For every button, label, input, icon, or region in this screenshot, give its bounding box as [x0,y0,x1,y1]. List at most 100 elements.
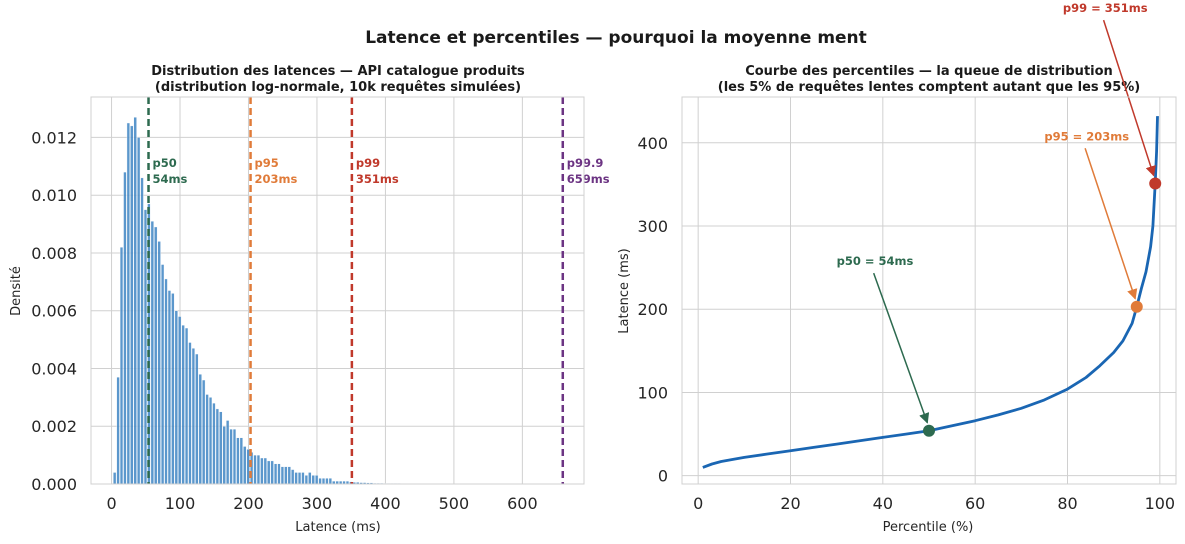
histogram-bar [143,209,148,485]
x-tick-label: 80 [1057,494,1077,513]
histogram-bar [167,290,172,485]
histogram-y-label: Densité [9,266,24,316]
histogram-bar [321,478,326,485]
histogram-bar [270,460,274,485]
histogram-bar [191,348,196,485]
histogram-bar [133,117,137,485]
percentile-value-p99: 351ms [356,172,399,186]
histogram-x-label: Latence (ms) [295,520,380,535]
y-tick-label: 0.004 [31,359,77,378]
marker-arrow [1084,148,1138,300]
histogram-title-line1: Distribution des latences — API catalogu… [151,64,525,79]
histogram-bar [260,457,264,485]
histogram-x-ticks: 0 100 200 300 400 500 600 [106,494,537,513]
histogram-bar [212,402,216,485]
y-tick-label: 0.010 [31,186,77,205]
histogram-bar [229,428,233,485]
percentile-label-p95: p95 [255,156,279,170]
x-tick-label: 500 [439,494,470,513]
histogram-bar [181,324,185,485]
histogram-bar [222,426,226,485]
histogram-bar [215,408,219,485]
histogram-bar [178,316,182,485]
histogram-bar [263,457,267,485]
histogram-bar [160,264,165,485]
histogram-bar [256,454,261,485]
histogram-bar [287,466,291,485]
histogram-bar [239,437,243,485]
x-tick-label: 40 [873,494,893,513]
histogram-bar [243,446,247,485]
histogram-bar [325,478,329,485]
histogram-bar [328,478,332,485]
percentile-marker [1149,177,1162,190]
curve-markers: p50 = 54ms p95 = 203ms p99 = 351ms [837,1,1162,437]
percentile-curve [702,116,1159,469]
x-tick-label: 100 [165,494,196,513]
histogram-bar [140,177,144,485]
histogram-bar [273,463,278,485]
histogram-bar [188,342,192,485]
histogram-bar [249,452,254,485]
curve-title-line1: Courbe des percentiles — la queue de dis… [745,64,1113,79]
percentile-value-p50: 54ms [153,172,188,186]
histogram-bar [246,449,250,485]
x-tick-label: 400 [370,494,401,513]
x-tick-label: 100 [1145,494,1176,513]
x-tick-label: 200 [233,494,264,513]
marker-annotation: p99 = 351ms [1063,1,1148,15]
histogram-bar [308,472,312,485]
y-tick-label: 200 [637,300,668,319]
histogram-bar [318,478,322,485]
histogram-bar [154,226,158,485]
percentile-value-p99.9: 659ms [567,172,610,186]
marker-annotation: p50 = 54ms [837,254,914,268]
histogram-bar [280,466,285,485]
histogram-bar [202,379,206,485]
histogram-bar [226,420,230,485]
curve-frame [681,96,1177,485]
histogram-bar [291,469,295,485]
histogram-bar [297,472,302,485]
histogram-bar [277,463,281,485]
y-tick-label: 0.012 [31,128,77,147]
histogram-bar [130,125,134,485]
y-tick-label: 400 [637,134,668,153]
histogram-bar [284,466,288,485]
histogram-bar [267,460,271,485]
y-tick-label: 100 [637,383,668,402]
curve-line [702,116,1159,469]
histogram-bar [157,241,161,485]
histogram-bar [137,137,141,485]
histogram-bar [304,475,308,485]
histogram-bar [116,376,120,485]
histogram-bar [113,472,117,485]
y-tick-label: 0.006 [31,302,77,321]
x-tick-label: 300 [302,494,333,513]
histogram-bar [205,394,209,485]
histogram-panel: Distribution des latences — API catalogu… [9,64,610,535]
histogram-title-line2: (distribution log-normale, 10k requêtes … [155,80,521,95]
histogram-bar [123,171,127,485]
percentile-label-p50: p50 [153,156,177,170]
marker-annotation: p95 = 203ms [1044,129,1129,143]
histogram-frame [90,96,585,485]
histogram-y-ticks: 0.000 0.002 0.004 0.006 0.008 0.010 0.012 [31,128,77,494]
marker-arrow [1102,19,1156,177]
curve-y-label: Latence (ms) [617,248,632,333]
percentile-value-p95: 203ms [255,172,298,186]
curve-grid [682,97,1176,484]
histogram-bar [184,327,189,485]
curve-title-line2: (les 5% de requêtes lentes comptent auta… [718,80,1140,95]
histogram-bar [208,397,213,485]
percentile-marker [1130,300,1143,313]
histogram-bars [113,117,421,485]
percentile-curve-panel: Courbe des percentiles — la queue de dis… [617,1,1177,535]
histogram-bar [236,437,240,485]
percentile-marker [923,424,935,437]
histogram-bar [301,472,305,485]
x-tick-label: 20 [780,494,800,513]
y-tick-label: 0.000 [31,475,77,494]
y-tick-label: 0.008 [31,244,77,263]
